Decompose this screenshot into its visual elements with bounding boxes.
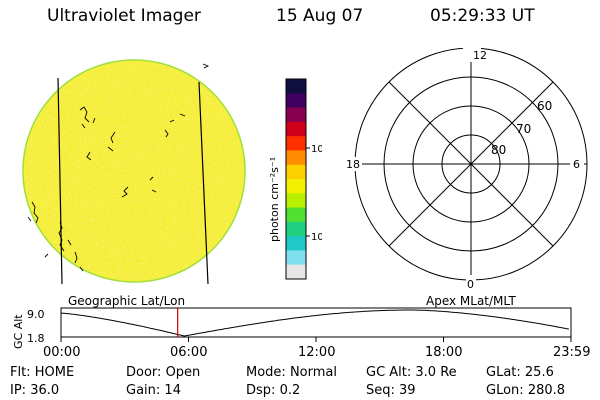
- polar-mlt-grid: 12 6 0 18 60 70 80: [344, 48, 588, 290]
- orbit-plot-right-title: Apex MLat/MLT: [426, 294, 516, 308]
- uv-image-disk-rim: [22, 59, 246, 283]
- orbit-plot-ylabel: GC Alt: [12, 314, 25, 349]
- colorbar-cell: [286, 250, 306, 266]
- lat-label-80: 80: [491, 143, 506, 157]
- status-ip: IP: 36.0: [10, 383, 60, 398]
- observation-date: 15 Aug 07: [276, 6, 364, 26]
- orbit-xtick-2359: 23:59: [553, 345, 591, 360]
- meridian-line: [57, 77, 63, 285]
- orbit-ytick-1-8: 1.8: [27, 332, 45, 345]
- orbit-xtick-0600: 06:00: [170, 345, 208, 360]
- colorbar-tick-100: 100: [311, 144, 322, 155]
- colorbar-tick-10: 10: [311, 232, 322, 243]
- colorbar-cell: [286, 121, 306, 137]
- orbit-ytick-9: 9.0: [27, 308, 45, 321]
- orbit-xtick-1800: 18:00: [425, 345, 463, 360]
- orbit-altitude-plot: GC Alt 9.0 1.8: [12, 307, 572, 349]
- colorbar-cell: [286, 107, 306, 123]
- coastline-overlay: [27, 63, 210, 272]
- status-mode: Mode: Normal: [246, 365, 337, 380]
- uv-image-panel: [22, 59, 246, 285]
- colorbar-cell: [286, 264, 306, 280]
- colorbar-scale: [286, 79, 306, 280]
- status-glat: GLat: 25.6: [486, 365, 554, 380]
- orbit-altitude-curve: [60, 309, 569, 337]
- lat-label-60: 60: [537, 99, 552, 113]
- status-glon: GLon: 280.8: [486, 383, 566, 398]
- orbit-xtick-1200: 12:00: [298, 345, 336, 360]
- colorbar-cell: [286, 136, 306, 151]
- colorbar-cell: [286, 207, 306, 223]
- mlt-label-18: 18: [346, 158, 360, 171]
- colorbar: 100 10 photon cm⁻²s⁻¹: [268, 78, 322, 280]
- colorbar-cell: [286, 150, 306, 166]
- status-gain: Gain: 14: [126, 383, 181, 398]
- mlt-label-12: 12: [473, 49, 487, 62]
- colorbar-cell: [286, 164, 306, 180]
- colorbar-cell: [286, 193, 306, 209]
- colorbar-cell: [286, 93, 306, 109]
- orbit-plot-ticks: [60, 337, 572, 342]
- mlt-label-6: 6: [573, 158, 580, 171]
- status-door: Door: Open: [126, 365, 201, 380]
- status-flt: Flt: HOME: [10, 365, 75, 380]
- observation-time: 05:29:33 UT: [430, 6, 535, 26]
- colorbar-cell: [286, 79, 306, 94]
- instrument-title: Ultraviolet Imager: [47, 6, 201, 26]
- colorbar-label: photon cm⁻²s⁻¹: [268, 157, 281, 242]
- orbit-plot-left-title: Geographic Lat/Lon: [68, 294, 186, 308]
- mlt-line-diag: [388, 81, 554, 247]
- mlt-label-0: 0: [467, 278, 474, 290]
- orbit-xtick-0000: 00:00: [43, 345, 81, 360]
- status-dsp: Dsp: 0.2: [246, 383, 301, 398]
- orbit-plot-frame: [60, 307, 572, 338]
- colorbar-cell: [286, 221, 306, 237]
- lat-label-70: 70: [516, 122, 531, 136]
- status-seq: Seq: 39: [366, 383, 416, 398]
- meridian-line: [198, 81, 209, 285]
- colorbar-cell: [286, 179, 306, 194]
- colorbar-cell: [286, 236, 306, 251]
- status-gc-alt: GC Alt: 3.0 Re: [366, 365, 457, 380]
